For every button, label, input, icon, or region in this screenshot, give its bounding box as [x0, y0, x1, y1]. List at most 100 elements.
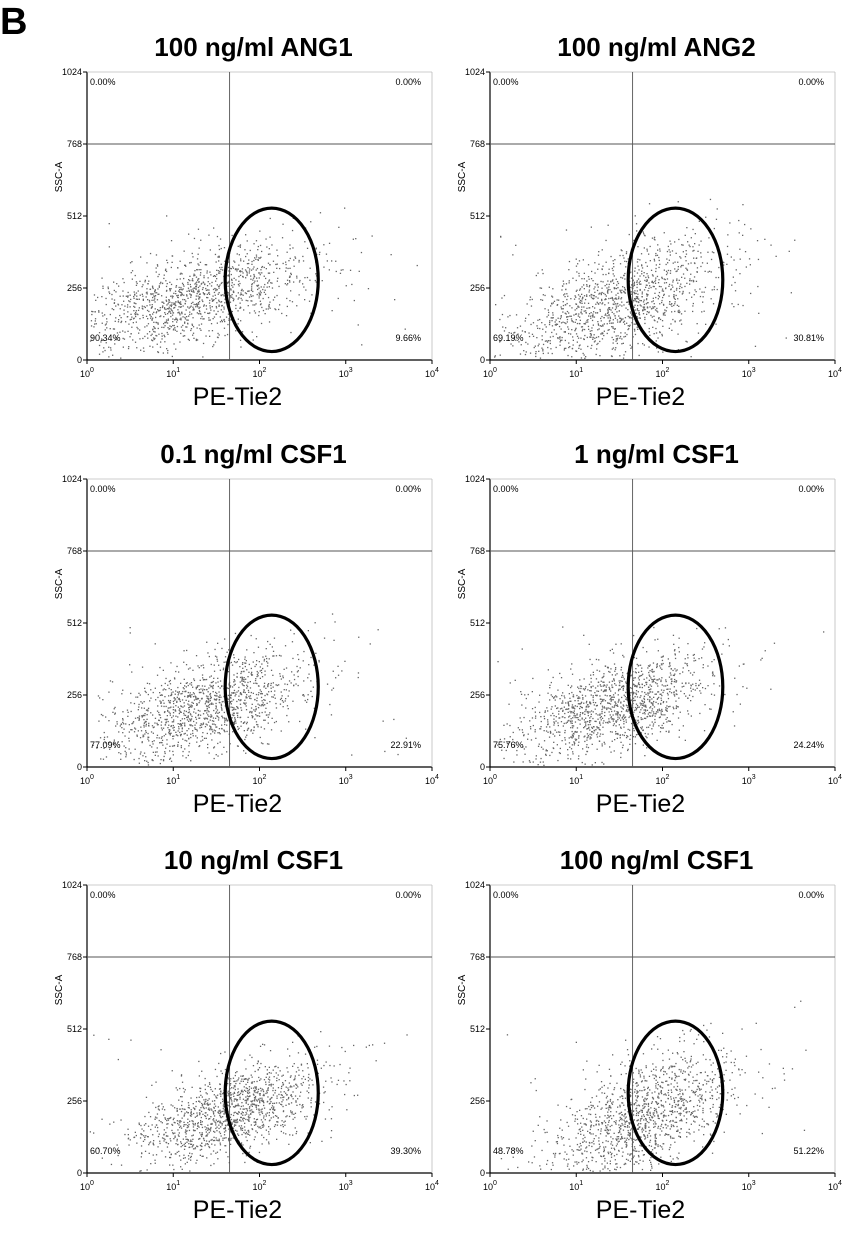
data-point	[673, 294, 674, 295]
data-point	[584, 358, 585, 359]
data-point	[189, 667, 190, 668]
data-point	[589, 711, 590, 712]
data-point	[610, 703, 611, 704]
data-point	[699, 713, 700, 714]
data-point	[647, 250, 648, 251]
data-point	[631, 294, 632, 295]
data-point	[143, 725, 144, 726]
data-point	[256, 638, 257, 639]
data-point	[540, 358, 541, 359]
data-point	[552, 353, 553, 354]
data-point	[294, 679, 295, 680]
data-point	[193, 696, 194, 697]
data-point	[277, 255, 278, 256]
data-point	[598, 691, 599, 692]
data-point	[174, 745, 175, 746]
data-point	[214, 695, 215, 696]
data-point	[589, 286, 590, 287]
chart-title: 100 ng/ml ANG2	[557, 32, 755, 62]
data-point	[509, 315, 510, 316]
data-point	[239, 283, 240, 284]
data-point	[549, 324, 550, 325]
data-point	[641, 675, 642, 676]
data-point	[221, 686, 222, 687]
data-point	[630, 735, 631, 736]
data-point	[696, 258, 697, 259]
data-point	[171, 304, 172, 305]
data-point	[234, 722, 235, 723]
data-point	[163, 352, 164, 353]
quadrant-lower-right: 22.91%	[390, 740, 421, 750]
data-point	[251, 692, 252, 693]
data-point	[570, 711, 571, 712]
data-point	[161, 727, 162, 728]
data-point	[288, 695, 289, 696]
data-point	[659, 260, 660, 261]
data-point	[582, 762, 583, 763]
data-point	[106, 318, 107, 319]
data-point	[605, 274, 606, 275]
data-point	[649, 203, 650, 204]
data-point	[239, 285, 240, 286]
data-point	[158, 328, 159, 329]
data-point	[660, 286, 661, 287]
data-point	[537, 273, 538, 274]
data-point	[254, 281, 255, 282]
data-point	[227, 652, 228, 653]
data-point	[205, 726, 206, 727]
data-point	[623, 719, 624, 720]
data-point	[161, 333, 162, 334]
data-point	[579, 290, 580, 291]
data-point	[288, 721, 289, 722]
data-point	[555, 321, 556, 322]
data-point	[281, 698, 282, 699]
data-point	[246, 660, 247, 661]
data-point	[664, 278, 665, 279]
data-point	[530, 726, 531, 727]
data-point	[660, 681, 661, 682]
data-point	[613, 652, 614, 653]
data-point	[564, 349, 565, 350]
data-point	[602, 734, 603, 735]
data-point	[662, 289, 663, 290]
data-point	[235, 269, 236, 270]
data-point	[261, 742, 262, 743]
data-point	[265, 711, 266, 712]
data-point	[244, 662, 245, 663]
data-point	[238, 659, 239, 660]
data-point	[232, 665, 233, 666]
data-point	[622, 681, 623, 682]
data-point	[581, 357, 582, 358]
data-point	[599, 355, 600, 356]
data-point	[667, 262, 668, 263]
data-point	[568, 705, 569, 706]
data-point	[608, 311, 609, 312]
data-point	[175, 301, 176, 302]
data-point	[613, 300, 614, 301]
data-point	[180, 261, 181, 262]
data-point	[268, 691, 269, 692]
data-point	[256, 694, 257, 695]
data-point	[165, 719, 166, 720]
data-point	[674, 321, 675, 322]
data-point	[154, 740, 155, 741]
data-point	[564, 695, 565, 696]
data-point	[636, 694, 637, 695]
data-point	[594, 272, 595, 273]
data-point	[650, 712, 651, 713]
data-point	[217, 236, 218, 237]
data-point	[664, 232, 665, 233]
data-point	[261, 292, 262, 293]
data-point	[770, 245, 771, 246]
data-point	[250, 279, 251, 280]
data-point	[210, 720, 211, 721]
data-point	[202, 299, 203, 300]
data-point	[219, 699, 220, 700]
data-point	[128, 348, 129, 349]
data-point	[607, 313, 608, 314]
data-point	[218, 300, 219, 301]
data-point	[701, 657, 702, 658]
data-point	[520, 326, 521, 327]
data-point	[269, 286, 270, 287]
data-point	[597, 284, 598, 285]
